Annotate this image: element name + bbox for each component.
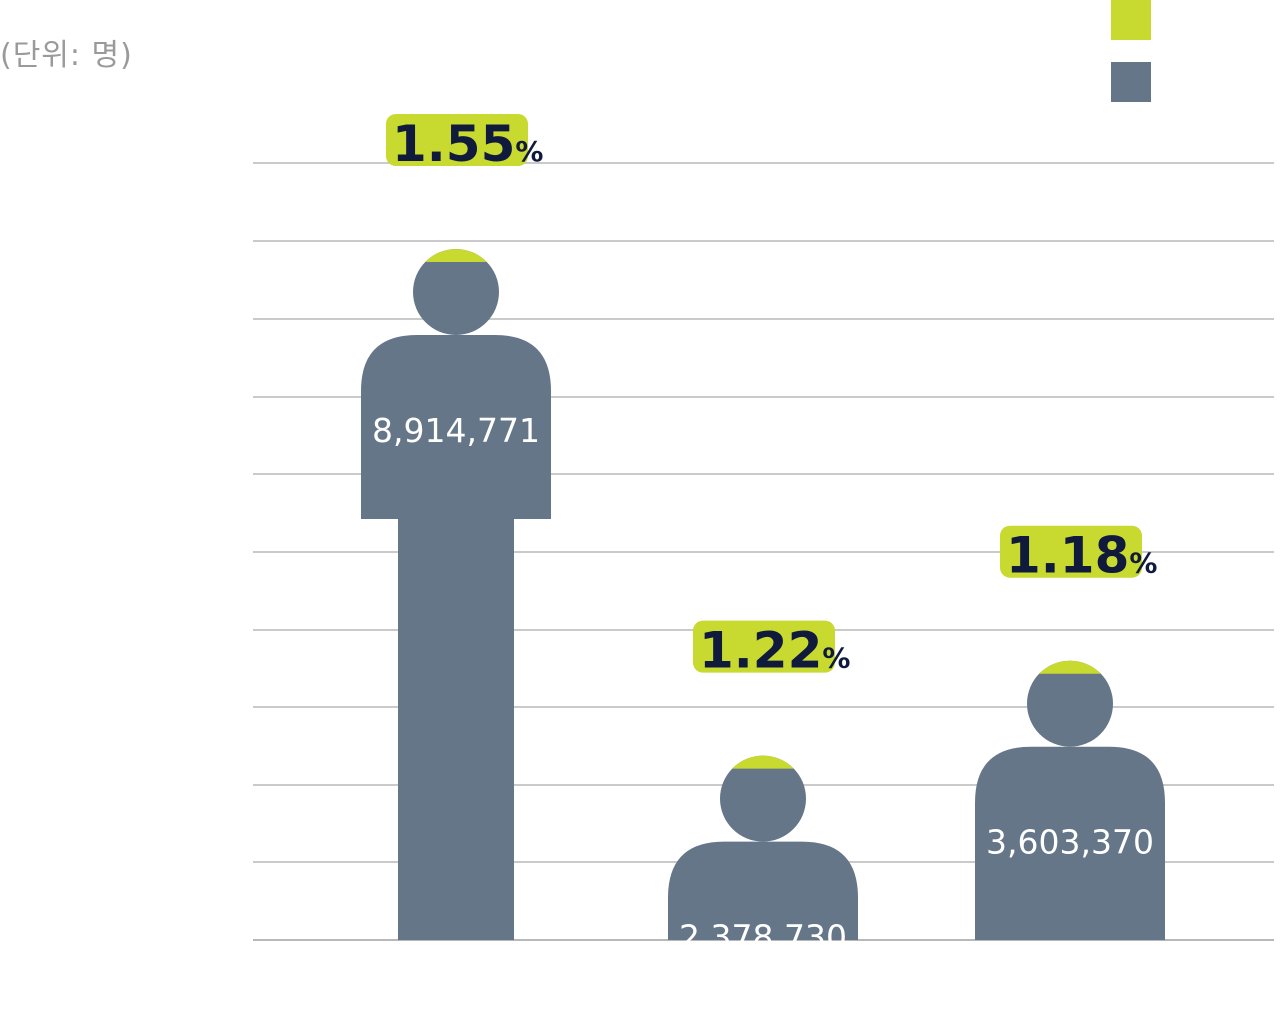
unit-label: (단위: 명) <box>0 38 133 73</box>
figure-body <box>975 746 1165 940</box>
figure-head <box>1027 660 1113 747</box>
figure-head <box>720 755 806 842</box>
figure-body <box>361 335 551 940</box>
figure-head <box>413 249 499 335</box>
figure-head-highlight <box>425 249 487 262</box>
percent-label: 1.55% <box>392 115 543 173</box>
percent-highlight <box>386 114 528 166</box>
legend-swatch-highlight <box>1111 0 1151 40</box>
person-figure <box>975 660 1165 940</box>
figures <box>361 249 1165 940</box>
percent-label: 1.18% <box>1006 527 1157 585</box>
percent-highlight <box>693 620 835 673</box>
value-label: 3,603,370 <box>986 823 1154 862</box>
legend-swatch-figure <box>1111 62 1151 102</box>
person-figure <box>668 755 858 940</box>
labels: 8,914,771 1.55% 2,378,730 1.22% 3,603,370 1.1… <box>372 114 1157 957</box>
value-label: 2,378,730 <box>679 918 847 957</box>
figure-head-highlight <box>1039 660 1101 674</box>
value-label: 8,914,771 <box>372 411 540 450</box>
percent-highlight <box>1000 525 1142 578</box>
figure-body <box>668 841 858 940</box>
figure-head-highlight <box>732 755 794 769</box>
person-figure <box>361 249 551 940</box>
percent-label: 1.22% <box>699 622 850 680</box>
